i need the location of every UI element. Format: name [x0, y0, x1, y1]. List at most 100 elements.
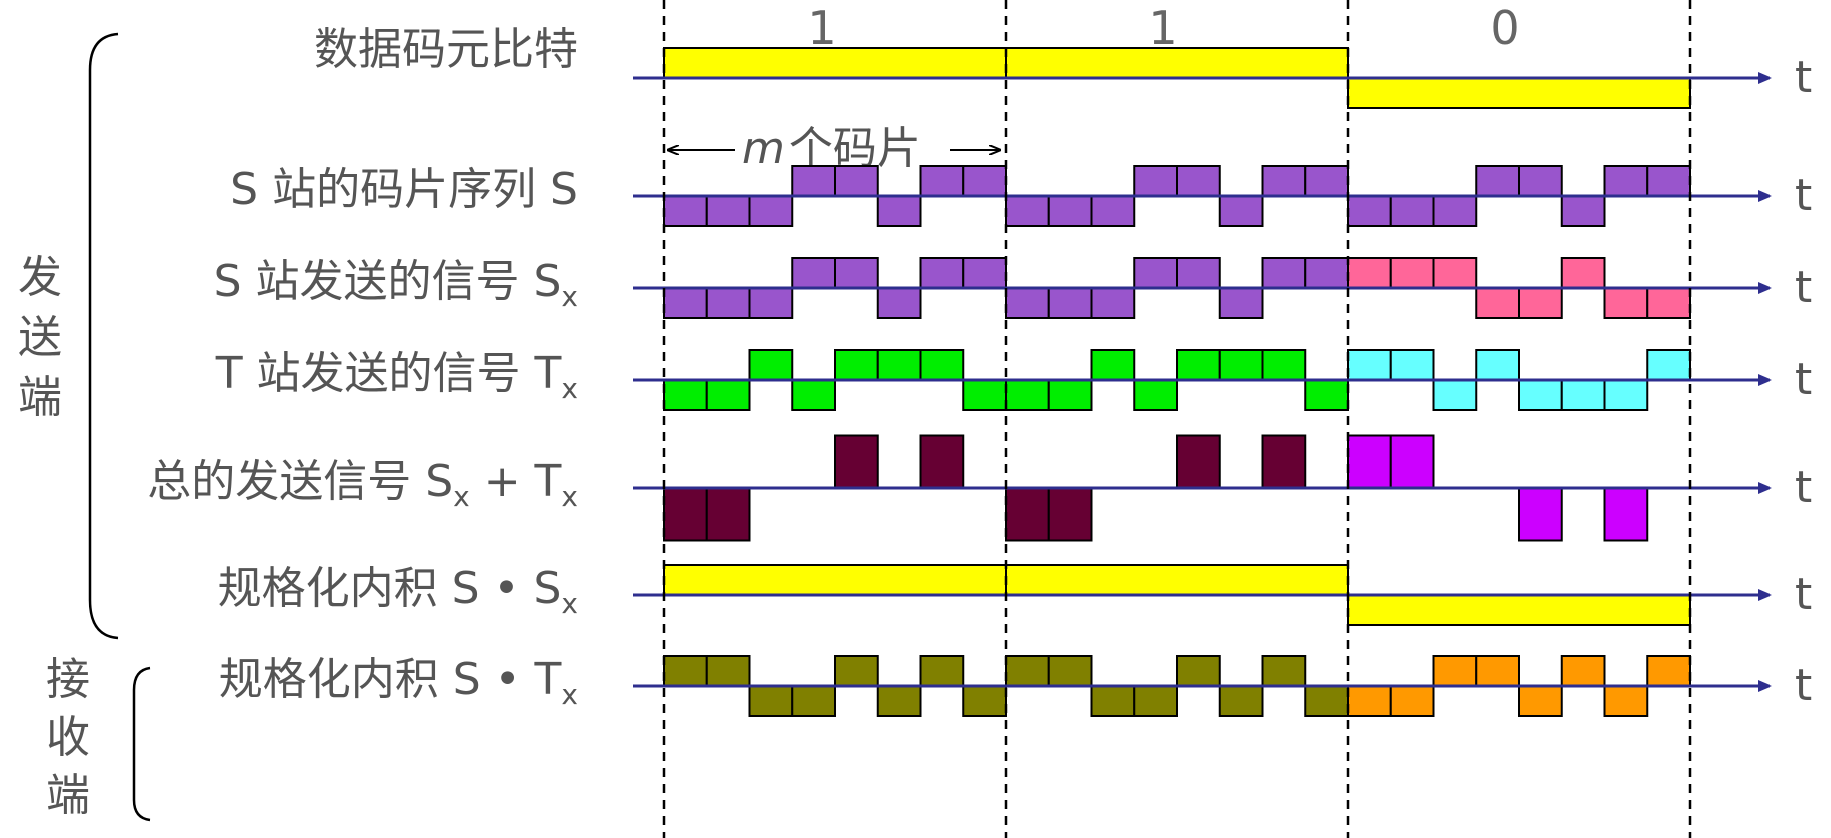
- segment: [705, 379, 751, 411]
- send-label-1: 发: [18, 252, 62, 303]
- segment: [1347, 257, 1392, 289]
- segment: [1090, 685, 1136, 717]
- segment: [1518, 287, 1563, 319]
- segment: [1176, 257, 1221, 289]
- segment: [1218, 195, 1264, 227]
- segment: [876, 287, 922, 319]
- segment: [1261, 434, 1307, 489]
- segment: [1389, 195, 1435, 227]
- chip-span-m: m: [742, 123, 785, 174]
- segment: [1133, 379, 1178, 411]
- segment: [1432, 195, 1478, 227]
- segment: [1261, 165, 1307, 197]
- segment: [962, 685, 1007, 717]
- segment: [1432, 379, 1478, 411]
- segment: [1090, 287, 1136, 319]
- segment: [705, 195, 751, 227]
- segment: [876, 195, 922, 227]
- segment: [1047, 379, 1093, 411]
- segment: [1646, 655, 1691, 687]
- segment: [1005, 47, 1349, 79]
- segment: [1603, 165, 1649, 197]
- segment: [1176, 434, 1221, 489]
- segment: [791, 379, 836, 411]
- segment: [1005, 655, 1050, 687]
- segment: [1261, 257, 1307, 289]
- segment: [748, 195, 794, 227]
- segment: [1518, 165, 1563, 197]
- segment: [1304, 685, 1349, 717]
- segment: [962, 257, 1007, 289]
- row-sum-sent: t 总的发送信号 Sx + Tx: [147, 434, 1812, 542]
- segment: [1047, 287, 1093, 319]
- segment: [1646, 349, 1691, 381]
- send-label-2: 送: [18, 312, 62, 363]
- segment: [705, 487, 751, 542]
- segment: [962, 379, 1007, 411]
- segment: [1347, 77, 1691, 109]
- segment: [791, 165, 836, 197]
- row-s-sent: t S 站发送的信号 Sx: [214, 256, 1812, 319]
- bit-label-2: 1: [1148, 1, 1177, 55]
- segment: [1603, 287, 1649, 319]
- receive-label-2: 收: [46, 712, 90, 763]
- segment: [1304, 165, 1349, 197]
- segment: [1518, 685, 1563, 717]
- segment: [748, 287, 794, 319]
- segment: [663, 564, 1007, 596]
- segment: [876, 685, 922, 717]
- segment: [1005, 195, 1050, 227]
- segment: [705, 287, 751, 319]
- segment: [919, 655, 965, 687]
- time-axis-label: t: [1795, 52, 1812, 103]
- bit-label-1: 1: [807, 1, 836, 55]
- segment: [919, 434, 965, 489]
- segment: [1389, 434, 1435, 489]
- segment: [962, 165, 1007, 197]
- time-axis-label: t: [1795, 170, 1812, 221]
- segment: [1133, 685, 1178, 717]
- segment: [1560, 195, 1606, 227]
- segment: [1347, 195, 1392, 227]
- segment: [1646, 165, 1691, 197]
- segment: [1475, 287, 1520, 319]
- segment: [663, 47, 1007, 79]
- segment: [1304, 379, 1349, 411]
- segment: [1176, 655, 1221, 687]
- time-axis-label: t: [1795, 462, 1812, 513]
- receive-label-3: 端: [46, 770, 90, 821]
- segment: [663, 379, 708, 411]
- segment: [1389, 349, 1435, 381]
- segment: [1005, 379, 1050, 411]
- row-label: 规格化内积 S • Tx: [219, 654, 578, 711]
- segment: [1005, 564, 1349, 596]
- segment: [1603, 487, 1649, 542]
- row-inner-t: t 规格化内积 S • Tx: [219, 654, 1812, 717]
- time-axis-label: t: [1795, 660, 1812, 711]
- row-t-sent: t T 站发送的信号 Tx: [215, 348, 1812, 411]
- segment: [1475, 349, 1520, 381]
- segment: [1475, 165, 1520, 197]
- row-data-bits: t 数据码元比特: [314, 24, 1812, 109]
- segment: [1347, 685, 1392, 717]
- segment: [1005, 487, 1050, 542]
- segment: [1389, 257, 1435, 289]
- segment: [1603, 379, 1649, 411]
- segment: [1347, 434, 1392, 489]
- segment: [1560, 379, 1606, 411]
- row-label: 总的发送信号 Sx + Tx: [147, 456, 578, 513]
- segment: [1304, 257, 1349, 289]
- time-axis-label: t: [1795, 262, 1812, 313]
- segment: [1261, 655, 1307, 687]
- segment: [1347, 594, 1691, 626]
- row-s-chip-seq: t S 站的码片序列 S: [230, 164, 1812, 227]
- row-label: S 站的码片序列 S: [230, 164, 578, 215]
- segment: [1218, 287, 1264, 319]
- segment: [1133, 165, 1178, 197]
- send-label-3: 端: [18, 372, 62, 423]
- row-label: 规格化内积 S • Sx: [218, 563, 578, 620]
- segment: [919, 257, 965, 289]
- segment: [791, 257, 836, 289]
- segment: [1261, 349, 1307, 381]
